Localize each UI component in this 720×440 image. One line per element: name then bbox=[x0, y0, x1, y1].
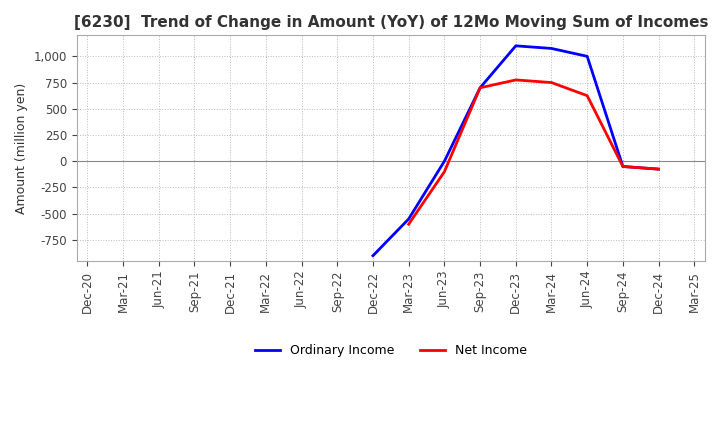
Line: Net Income: Net Income bbox=[409, 80, 659, 224]
Ordinary Income bbox=[405, 216, 413, 222]
Net Income bbox=[547, 80, 556, 85]
Net Income bbox=[476, 85, 485, 91]
Net Income bbox=[618, 164, 627, 169]
Legend: Ordinary Income, Net Income: Ordinary Income, Net Income bbox=[250, 339, 531, 363]
Ordinary Income bbox=[583, 54, 592, 59]
Ordinary Income bbox=[476, 85, 485, 91]
Net Income bbox=[583, 93, 592, 98]
Ordinary Income bbox=[369, 253, 377, 258]
Net Income bbox=[440, 169, 449, 174]
Ordinary Income bbox=[440, 158, 449, 164]
Ordinary Income bbox=[547, 46, 556, 51]
Net Income bbox=[405, 222, 413, 227]
Ordinary Income bbox=[618, 164, 627, 169]
Net Income bbox=[511, 77, 520, 83]
Ordinary Income bbox=[511, 43, 520, 48]
Net Income bbox=[654, 166, 663, 172]
Title: [6230]  Trend of Change in Amount (YoY) of 12Mo Moving Sum of Incomes: [6230] Trend of Change in Amount (YoY) o… bbox=[73, 15, 708, 30]
Line: Ordinary Income: Ordinary Income bbox=[373, 46, 659, 256]
Y-axis label: Amount (million yen): Amount (million yen) bbox=[15, 83, 28, 214]
Ordinary Income bbox=[654, 166, 663, 172]
